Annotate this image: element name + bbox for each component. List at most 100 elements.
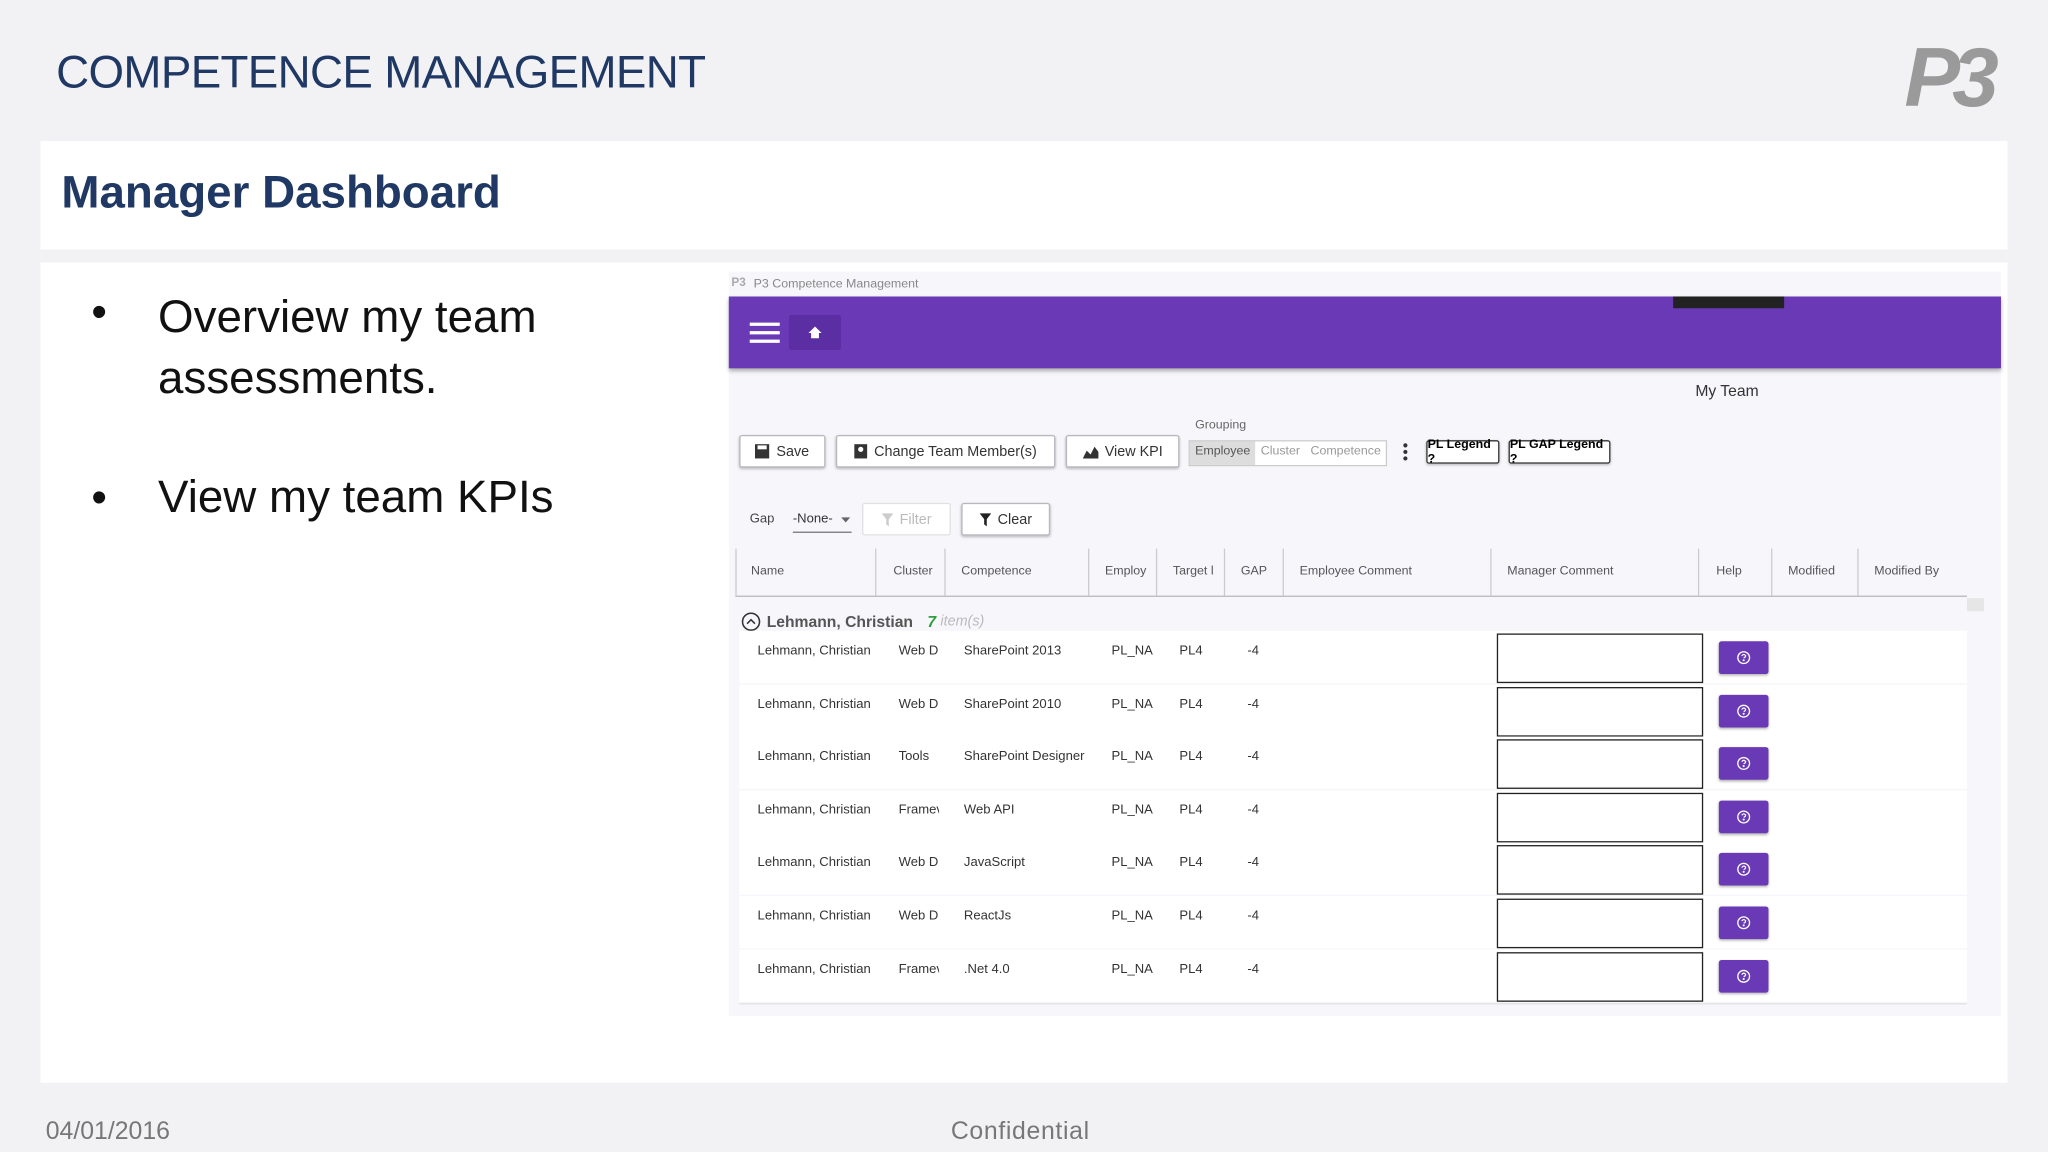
logo: P3: [1904, 30, 1998, 125]
grouping-selector[interactable]: Employee Cluster Competence: [1188, 440, 1388, 467]
table-cell: Lehmann, Christian: [757, 962, 871, 977]
help-button[interactable]: [1718, 694, 1769, 727]
manager-comment-input[interactable]: [1496, 686, 1704, 737]
column-header[interactable]: Cluster: [893, 564, 933, 579]
app-logo: P3: [731, 275, 746, 289]
column-header[interactable]: Modified: [1788, 564, 1835, 579]
app-bar: [728, 296, 2001, 369]
pl-legend-button[interactable]: PL Legend ?: [1426, 438, 1500, 466]
gap-select[interactable]: -None-: [792, 511, 852, 533]
clear-label: Clear: [997, 511, 1033, 528]
table-cell: -4: [1247, 802, 1259, 818]
table-cell: Lehmann, Christian: [757, 643, 871, 659]
column-header[interactable]: Help: [1716, 564, 1742, 579]
help-button[interactable]: [1718, 853, 1769, 887]
table-cell: PL4: [1179, 909, 1203, 924]
manager-comment-input[interactable]: [1496, 633, 1704, 684]
change-label: Change Team Member(s): [874, 443, 1037, 460]
table-cell: Lehmann, Christian: [757, 802, 871, 818]
filter-button[interactable]: Filter: [862, 502, 951, 536]
scroll-button[interactable]: [1967, 598, 1984, 612]
table-cell: -4: [1247, 856, 1259, 871]
table-cell: PL4: [1179, 802, 1203, 818]
manager-comment-input[interactable]: [1496, 792, 1704, 843]
table-cell: PL_NA: [1111, 643, 1153, 659]
table-cell: -4: [1247, 962, 1259, 977]
row-divider: [739, 1002, 1968, 1004]
table-cell: Lehmann, Christian: [757, 696, 871, 712]
footer-date: 04/01/2016: [45, 1118, 170, 1146]
grouping-option[interactable]: Employee: [1189, 441, 1256, 465]
table-cell: Web D: [898, 643, 939, 659]
grouping-option[interactable]: Competence: [1310, 444, 1381, 459]
column-header[interactable]: Name: [751, 564, 785, 579]
kpi-icon: [1082, 446, 1099, 458]
section-title: Manager Dashboard: [61, 167, 501, 219]
help-button[interactable]: [1718, 747, 1769, 780]
help-button[interactable]: [1718, 641, 1769, 674]
table-cell: -4: [1247, 643, 1259, 659]
help-button[interactable]: [1718, 959, 1769, 993]
table-cell: Lehmann, Christian: [757, 856, 871, 871]
home-button[interactable]: [788, 314, 842, 351]
table-cell: Tools: [898, 749, 930, 765]
table-cell: SharePoint Designer: [963, 749, 1085, 765]
filter-label: Filter: [899, 511, 932, 528]
clear-button[interactable]: Clear: [961, 502, 1051, 536]
collapse-icon[interactable]: [741, 611, 762, 632]
column-separator: [1771, 548, 1773, 596]
table-cell: -4: [1247, 909, 1259, 924]
manager-comment-input[interactable]: [1496, 845, 1704, 896]
help-button[interactable]: [1718, 906, 1769, 940]
save-button[interactable]: Save: [739, 434, 826, 468]
table-cell: SharePoint 2013: [963, 643, 1062, 659]
view-kpi-button[interactable]: View KPI: [1065, 434, 1180, 468]
clear-icon: [979, 512, 992, 526]
column-header[interactable]: Competence: [961, 564, 1032, 579]
table-cell: Web D: [898, 856, 939, 871]
more-button[interactable]: [1401, 441, 1409, 462]
change-team-button[interactable]: Change Team Member(s): [835, 434, 1056, 468]
help-icon: [1737, 916, 1751, 930]
column-header[interactable]: Employ: [1104, 564, 1147, 579]
table-cell: Web API: [963, 802, 1015, 818]
help-icon: [1737, 757, 1751, 771]
table-cell: SharePoint 2010: [963, 696, 1062, 712]
table-cell: PL4: [1179, 696, 1203, 712]
column-header[interactable]: Modified By: [1874, 564, 1940, 579]
column-header[interactable]: Manager Comment: [1507, 564, 1614, 579]
manager-comment-input[interactable]: [1496, 739, 1704, 790]
column-separator: [1697, 548, 1700, 596]
table-cell: PL_NA: [1111, 802, 1153, 818]
column-header[interactable]: Employee Comment: [1299, 564, 1412, 579]
bullet: View my team KPIs: [158, 471, 554, 523]
column-separator: [1857, 548, 1859, 596]
help-icon: [1737, 651, 1751, 665]
column-separator: [1223, 548, 1226, 596]
pl-gap-legend-button[interactable]: PL GAP Legend ?: [1508, 438, 1611, 466]
table-cell: PL4: [1179, 962, 1203, 977]
view-kpi-label: View KPI: [1104, 443, 1163, 460]
manager-comment-input[interactable]: [1496, 898, 1704, 949]
help-icon: [1737, 704, 1751, 718]
grouping-option[interactable]: Cluster: [1260, 444, 1301, 459]
table-cell: Lehmann, Christian: [757, 909, 871, 924]
manager-comment-input[interactable]: [1496, 951, 1704, 1002]
table-cell: PL_NA: [1111, 696, 1153, 712]
table-cell: Web D: [898, 909, 939, 924]
gap-value: -None-: [792, 511, 833, 527]
group-count: 7: [927, 612, 937, 631]
help-button[interactable]: [1718, 800, 1769, 834]
column-header[interactable]: Target l: [1172, 564, 1214, 579]
column-header[interactable]: GAP: [1240, 564, 1268, 579]
menu-button[interactable]: [747, 319, 784, 348]
column-separator: [944, 548, 946, 596]
table-cell: Framev: [898, 962, 940, 977]
bullet-dot: •: [91, 472, 107, 523]
app-tab: [1673, 296, 1785, 309]
column-separator: [1155, 548, 1158, 596]
help-icon: [1737, 969, 1751, 983]
table-cell: .Net 4.0: [963, 962, 1010, 977]
